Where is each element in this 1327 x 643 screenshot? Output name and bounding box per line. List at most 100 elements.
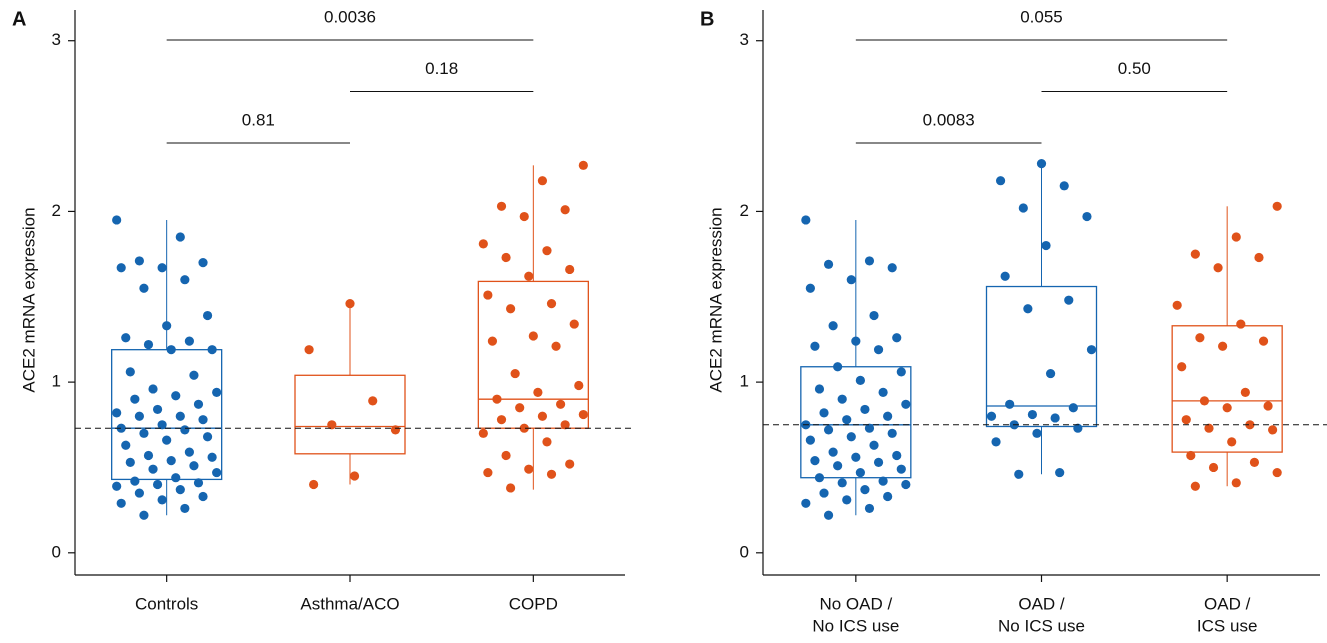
data-point	[855, 467, 865, 478]
data-point	[483, 467, 493, 478]
data-point	[901, 479, 911, 490]
data-point	[537, 176, 548, 186]
data-point	[349, 471, 360, 481]
data-point	[1272, 467, 1282, 478]
data-point	[837, 478, 847, 488]
data-point	[574, 380, 584, 391]
data-point	[1254, 252, 1264, 263]
data-point	[515, 403, 525, 413]
x-tick-label: OAD /	[1018, 594, 1065, 613]
data-point	[892, 450, 902, 461]
data-point	[823, 425, 834, 435]
p-value: 0.81	[242, 110, 275, 129]
data-point	[565, 264, 575, 275]
data-point	[542, 246, 552, 256]
p-value: 0.0083	[923, 110, 975, 129]
panel-letter: A	[12, 8, 26, 30]
y-tick-label: 3	[52, 30, 61, 49]
data-point	[855, 375, 865, 386]
data-point	[198, 258, 208, 268]
data-point	[1236, 319, 1246, 329]
data-point	[578, 160, 588, 170]
data-point	[1227, 437, 1237, 447]
data-point	[1204, 423, 1214, 433]
data-point	[327, 420, 337, 430]
p-value: 0.055	[1020, 7, 1063, 26]
data-point	[801, 498, 811, 508]
data-point	[1249, 457, 1260, 467]
data-point	[162, 435, 172, 445]
data-point	[152, 404, 163, 415]
data-point	[991, 437, 1001, 447]
data-point	[506, 483, 516, 493]
data-point	[887, 428, 897, 438]
data-point	[887, 263, 897, 273]
data-point	[1041, 240, 1051, 251]
data-point	[157, 495, 167, 505]
data-point	[198, 415, 208, 425]
data-point	[528, 331, 538, 341]
y-tick-label: 0	[740, 542, 749, 561]
data-point	[309, 479, 319, 490]
p-value: 0.50	[1118, 59, 1151, 78]
data-point	[833, 461, 843, 471]
data-point	[148, 384, 158, 394]
data-point	[565, 459, 575, 469]
data-point	[883, 411, 893, 421]
data-point	[814, 384, 825, 394]
data-point	[175, 485, 185, 495]
data-point	[546, 469, 557, 479]
data-point	[546, 298, 557, 309]
data-point	[878, 476, 888, 486]
box	[294, 374, 406, 455]
data-point	[1208, 462, 1219, 473]
data-point	[851, 452, 861, 462]
x-tick-label: COPD	[509, 594, 558, 613]
data-point	[869, 440, 879, 450]
data-point	[1018, 203, 1028, 213]
data-point	[166, 456, 176, 466]
y-tick-label: 1	[740, 372, 749, 391]
data-point	[814, 473, 825, 483]
data-point	[112, 481, 122, 491]
box	[477, 280, 589, 429]
data-point	[1014, 469, 1024, 479]
data-point	[805, 283, 815, 293]
data-point	[1231, 232, 1241, 242]
data-point	[842, 415, 852, 425]
data-point	[519, 211, 529, 222]
data-point	[524, 271, 534, 281]
data-point	[304, 345, 314, 355]
data-point	[180, 425, 190, 435]
data-point	[869, 310, 879, 321]
data-point	[496, 201, 507, 211]
data-point	[189, 370, 199, 380]
data-point	[501, 252, 511, 263]
data-point	[878, 387, 888, 397]
data-point	[1036, 159, 1047, 169]
data-point	[345, 298, 355, 309]
data-point	[1064, 295, 1074, 305]
data-point	[1245, 420, 1255, 430]
data-point	[995, 176, 1006, 186]
data-point	[125, 367, 135, 377]
data-point	[134, 411, 144, 421]
y-tick-label: 3	[740, 30, 749, 49]
data-point	[171, 473, 181, 483]
data-point	[556, 399, 566, 409]
data-point	[207, 452, 217, 462]
data-point	[496, 415, 507, 425]
x-tick-label: No OAD /	[819, 594, 892, 613]
data-point	[390, 425, 401, 435]
data-point	[1000, 271, 1010, 281]
x-tick-label: ICS use	[1197, 616, 1257, 635]
data-point	[121, 440, 131, 450]
data-point	[864, 503, 875, 514]
data-point	[175, 232, 185, 242]
x-tick-label: No ICS use	[998, 616, 1085, 635]
data-point	[823, 259, 834, 269]
data-point	[148, 464, 158, 474]
y-tick-label: 2	[740, 201, 749, 220]
data-point	[121, 333, 131, 343]
data-point	[139, 510, 149, 520]
